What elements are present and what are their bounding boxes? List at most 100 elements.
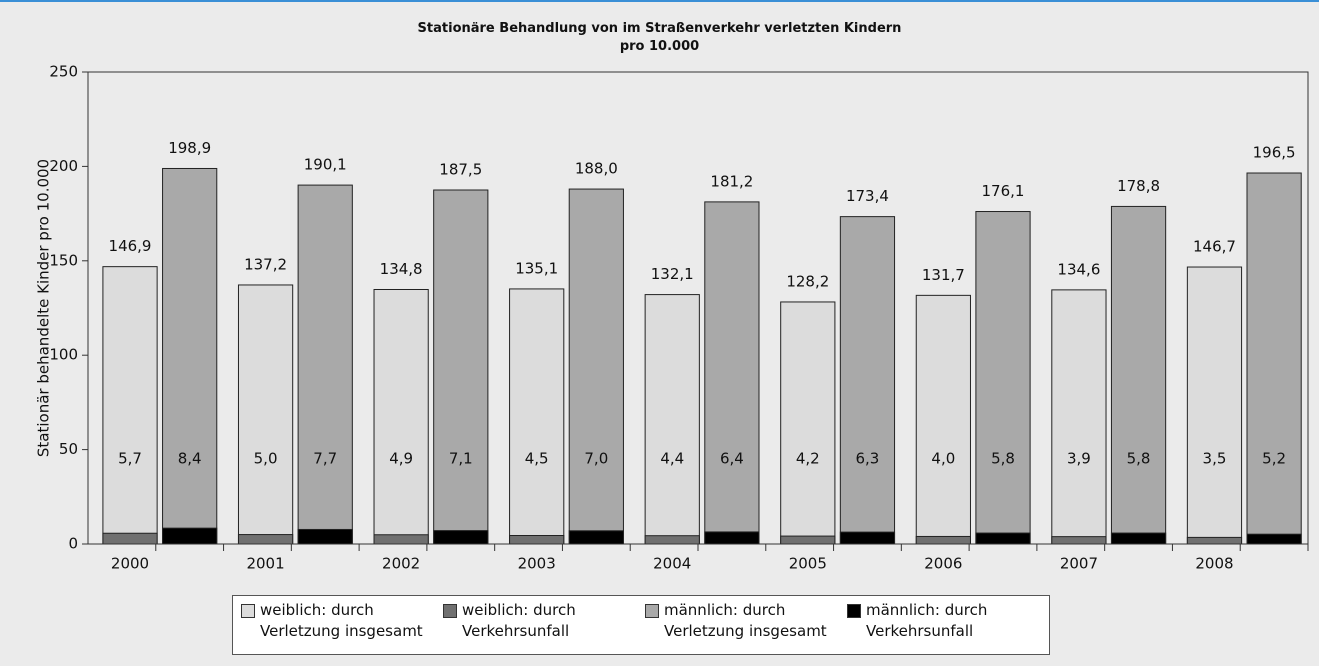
bar bbox=[237, 534, 294, 545]
data-label: 7,0 bbox=[584, 450, 608, 468]
data-label: 134,8 bbox=[380, 260, 423, 278]
y-tick-label: 200 bbox=[49, 157, 78, 175]
data-label: 176,1 bbox=[982, 182, 1025, 200]
x-tick-label: 2003 bbox=[518, 555, 556, 573]
bar bbox=[162, 527, 218, 545]
bar bbox=[1186, 266, 1243, 545]
bar bbox=[915, 294, 971, 545]
legend-label: weiblich: durch Verletzung insgesamt bbox=[260, 601, 423, 640]
data-label: 7,1 bbox=[449, 450, 473, 468]
x-tick-label: 2007 bbox=[1060, 555, 1098, 573]
bar bbox=[1246, 172, 1302, 545]
y-tick-label: 100 bbox=[49, 346, 78, 364]
bar bbox=[975, 532, 1031, 545]
data-label: 4,5 bbox=[525, 450, 549, 468]
bar bbox=[297, 528, 353, 545]
bar bbox=[1110, 532, 1167, 545]
data-label: 173,4 bbox=[846, 187, 889, 205]
data-label: 135,1 bbox=[515, 259, 558, 277]
data-label: 5,7 bbox=[118, 450, 142, 468]
data-label: 187,5 bbox=[439, 161, 482, 179]
bar bbox=[839, 531, 896, 545]
data-label: 137,2 bbox=[244, 255, 287, 273]
data-label: 5,8 bbox=[991, 450, 1015, 468]
bar bbox=[162, 167, 218, 545]
legend-item: männlich: durch Verkehrsunfall bbox=[847, 600, 1049, 654]
x-tick-label: 2006 bbox=[924, 555, 962, 573]
data-label: 128,2 bbox=[786, 272, 829, 290]
x-tick-label: 2005 bbox=[789, 555, 827, 573]
bar bbox=[704, 531, 760, 545]
chart-title: Stationäre Behandlung von im Straßenverk… bbox=[417, 21, 902, 54]
legend-label: männlich: durch Verletzung insgesamt bbox=[664, 601, 827, 640]
legend-label: weiblich: durch Verkehrsunfall bbox=[462, 601, 576, 640]
data-label: 6,4 bbox=[720, 450, 744, 468]
bar bbox=[373, 288, 429, 545]
x-tick-label: 2000 bbox=[111, 555, 149, 573]
legend-item: männlich: durch Verletzung insgesamt bbox=[645, 600, 847, 654]
data-label: 196,5 bbox=[1253, 144, 1296, 162]
bar bbox=[1110, 205, 1167, 545]
bar bbox=[297, 184, 353, 545]
legend-swatch bbox=[847, 604, 861, 618]
data-label: 188,0 bbox=[575, 160, 618, 178]
x-tick-label: 2001 bbox=[246, 555, 284, 573]
bar bbox=[568, 530, 624, 545]
bar bbox=[780, 535, 836, 545]
data-label: 4,0 bbox=[931, 450, 955, 468]
data-label: 3,5 bbox=[1203, 450, 1227, 468]
bar bbox=[509, 288, 565, 545]
legend-swatch bbox=[645, 604, 659, 618]
bar bbox=[102, 266, 158, 545]
data-label: 8,4 bbox=[178, 450, 202, 468]
data-label: 6,3 bbox=[856, 450, 880, 468]
bar bbox=[644, 294, 700, 545]
data-label: 3,9 bbox=[1067, 450, 1091, 468]
data-label: 4,2 bbox=[796, 450, 820, 468]
data-label: 190,1 bbox=[304, 156, 347, 174]
data-label: 7,7 bbox=[313, 450, 337, 468]
legend-item: weiblich: durch Verkehrsunfall bbox=[443, 600, 645, 654]
bar bbox=[237, 284, 294, 545]
x-tick-label: 2002 bbox=[382, 555, 420, 573]
bar bbox=[1246, 533, 1302, 545]
data-label: 131,7 bbox=[922, 266, 965, 284]
bar bbox=[915, 535, 971, 545]
data-label: 198,9 bbox=[168, 139, 211, 157]
chart: Stationär behandelte Kinder pro 10.000 0… bbox=[35, 63, 1309, 573]
y-tick-label: 250 bbox=[49, 63, 78, 81]
x-tick-label: 2008 bbox=[1195, 555, 1233, 573]
y-tick-label: 50 bbox=[59, 440, 78, 458]
legend-item: weiblich: durch Verletzung insgesamt bbox=[241, 600, 443, 654]
legend-label: männlich: durch Verkehrsunfall bbox=[866, 601, 988, 640]
bar bbox=[839, 216, 896, 545]
bar bbox=[102, 532, 158, 545]
y-axis-label: Stationär behandelte Kinder pro 10.000 bbox=[35, 159, 53, 457]
y-tick-label: 150 bbox=[49, 251, 78, 269]
bar bbox=[644, 535, 700, 545]
data-label: 134,6 bbox=[1057, 260, 1100, 278]
data-label: 5,2 bbox=[1262, 450, 1286, 468]
data-label: 146,7 bbox=[1193, 238, 1236, 256]
data-label: 132,1 bbox=[651, 265, 694, 283]
bar bbox=[1051, 536, 1107, 545]
legend: weiblich: durch Verletzung insgesamt weib… bbox=[232, 595, 1050, 655]
bar bbox=[509, 535, 565, 545]
x-tick-label: 2004 bbox=[653, 555, 691, 573]
bar bbox=[1051, 289, 1107, 545]
bar bbox=[1186, 536, 1243, 545]
bar bbox=[433, 530, 489, 545]
data-label: 178,8 bbox=[1117, 177, 1160, 195]
data-label: 146,9 bbox=[109, 237, 152, 255]
data-label: 4,9 bbox=[389, 450, 413, 468]
bar bbox=[373, 534, 429, 545]
data-label: 4,4 bbox=[660, 450, 684, 468]
legend-swatch bbox=[443, 604, 457, 618]
bar bbox=[975, 211, 1031, 545]
bar bbox=[568, 188, 624, 545]
bar bbox=[780, 301, 836, 545]
data-label: 181,2 bbox=[710, 172, 753, 190]
data-label: 5,8 bbox=[1127, 450, 1151, 468]
bar bbox=[704, 201, 760, 545]
